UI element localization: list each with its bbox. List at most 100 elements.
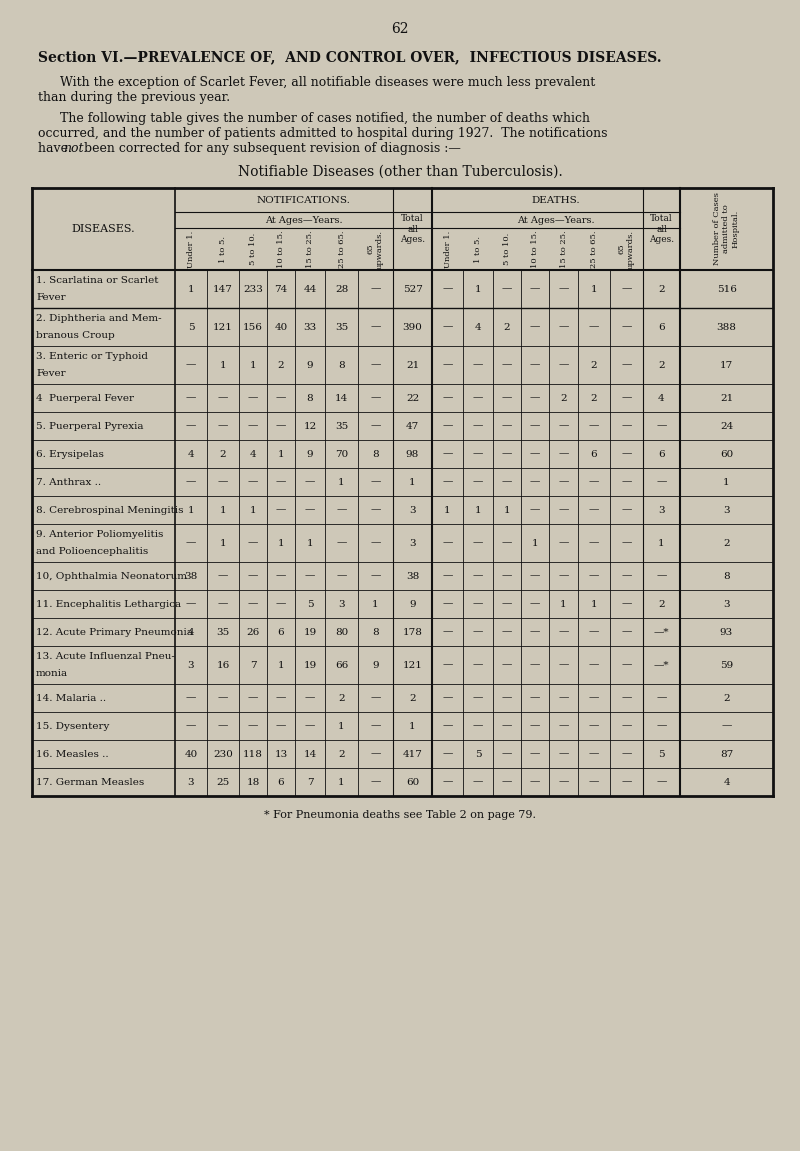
Text: —: —: [442, 627, 453, 637]
Text: —: —: [558, 539, 569, 548]
Text: 3: 3: [188, 777, 194, 786]
Text: occurred, and the number of patients admitted to hospital during 1927.  The noti: occurred, and the number of patients adm…: [38, 127, 607, 140]
Text: 3: 3: [723, 505, 730, 514]
Text: —: —: [502, 394, 512, 403]
Text: —: —: [442, 360, 453, 369]
Text: 10 to 15.: 10 to 15.: [277, 230, 285, 268]
Text: —: —: [186, 478, 196, 487]
Text: 388: 388: [717, 322, 737, 331]
Text: —: —: [530, 694, 540, 702]
Text: 6: 6: [658, 322, 665, 331]
Text: —: —: [473, 450, 483, 458]
Text: —: —: [336, 539, 346, 548]
Text: 417: 417: [402, 749, 422, 759]
Text: —: —: [336, 505, 346, 514]
Text: 19: 19: [303, 627, 317, 637]
Text: 3: 3: [658, 505, 665, 514]
Text: —: —: [502, 450, 512, 458]
Text: —: —: [305, 694, 315, 702]
Text: 28: 28: [335, 284, 348, 294]
Text: —: —: [558, 322, 569, 331]
Text: —: —: [589, 749, 599, 759]
Text: 4: 4: [723, 777, 730, 786]
Text: 33: 33: [303, 322, 317, 331]
Text: 25: 25: [216, 777, 230, 786]
Text: 2: 2: [220, 450, 226, 458]
Text: Total
all
Ages.: Total all Ages.: [400, 214, 425, 244]
Text: —: —: [622, 600, 632, 609]
Text: 178: 178: [402, 627, 422, 637]
Text: —: —: [502, 777, 512, 786]
Text: —: —: [530, 777, 540, 786]
Text: 10 to 15.: 10 to 15.: [531, 230, 539, 268]
Text: 9: 9: [306, 450, 314, 458]
Text: 15 to 25.: 15 to 25.: [306, 230, 314, 268]
Text: 5: 5: [188, 322, 194, 331]
Text: —: —: [502, 694, 512, 702]
Text: With the exception of Scarlet Fever, all notifiable diseases were much less prev: With the exception of Scarlet Fever, all…: [60, 76, 595, 89]
Text: —: —: [622, 694, 632, 702]
Text: 2: 2: [560, 394, 567, 403]
Text: 10, Ophthalmia Neonatorum: 10, Ophthalmia Neonatorum: [36, 572, 187, 580]
Text: At Ages—Years.: At Ages—Years.: [265, 215, 342, 224]
Text: 1: 1: [188, 284, 194, 294]
Text: —: —: [442, 539, 453, 548]
Text: 1: 1: [188, 505, 194, 514]
Text: 9. Anterior Poliomyelitis: 9. Anterior Poliomyelitis: [36, 531, 163, 539]
Text: —: —: [305, 722, 315, 731]
Text: —: —: [622, 572, 632, 580]
Text: —: —: [622, 394, 632, 403]
Text: —: —: [473, 627, 483, 637]
Text: 1: 1: [278, 539, 284, 548]
Text: 1: 1: [338, 478, 345, 487]
Text: —*: —*: [654, 627, 670, 637]
Text: —: —: [473, 360, 483, 369]
Text: 1: 1: [590, 284, 598, 294]
Text: 1: 1: [590, 600, 598, 609]
Text: —: —: [473, 478, 483, 487]
Text: —: —: [622, 777, 632, 786]
Text: —: —: [218, 600, 228, 609]
Text: 3: 3: [723, 600, 730, 609]
Text: 17: 17: [720, 360, 733, 369]
Text: 1: 1: [658, 539, 665, 548]
Text: —: —: [473, 600, 483, 609]
Text: —: —: [473, 539, 483, 548]
Text: 156: 156: [243, 322, 263, 331]
Text: —: —: [622, 505, 632, 514]
Text: 1: 1: [250, 505, 256, 514]
Text: —: —: [442, 450, 453, 458]
Text: Total
all
Ages.: Total all Ages.: [649, 214, 674, 244]
Text: —: —: [218, 394, 228, 403]
Text: 1: 1: [220, 360, 226, 369]
Text: than during the previous year.: than during the previous year.: [38, 91, 230, 104]
Text: 8: 8: [338, 360, 345, 369]
Text: —: —: [186, 539, 196, 548]
Text: —: —: [442, 722, 453, 731]
Text: 17. German Measles: 17. German Measles: [36, 777, 144, 786]
Text: 16. Measles ..: 16. Measles ..: [36, 749, 109, 759]
Text: Number of Cases
admitted to
Hospital.: Number of Cases admitted to Hospital.: [714, 192, 740, 266]
Text: 66: 66: [335, 661, 348, 670]
Text: 2: 2: [658, 360, 665, 369]
Text: —: —: [276, 478, 286, 487]
Text: —: —: [370, 572, 381, 580]
Text: —: —: [442, 322, 453, 331]
Text: 47: 47: [406, 421, 419, 430]
Text: —: —: [370, 539, 381, 548]
Text: —: —: [442, 661, 453, 670]
Text: 1: 1: [474, 505, 482, 514]
Text: 7. Anthrax ..: 7. Anthrax ..: [36, 478, 101, 487]
Text: 2: 2: [504, 322, 510, 331]
Text: 6: 6: [590, 450, 598, 458]
Text: —: —: [370, 777, 381, 786]
Text: 1: 1: [532, 539, 538, 548]
Text: —: —: [558, 661, 569, 670]
Text: —: —: [276, 394, 286, 403]
Text: 7: 7: [250, 661, 256, 670]
Text: —: —: [530, 722, 540, 731]
Text: 8: 8: [723, 572, 730, 580]
Text: —: —: [276, 421, 286, 430]
Text: —: —: [530, 450, 540, 458]
Text: —: —: [656, 694, 666, 702]
